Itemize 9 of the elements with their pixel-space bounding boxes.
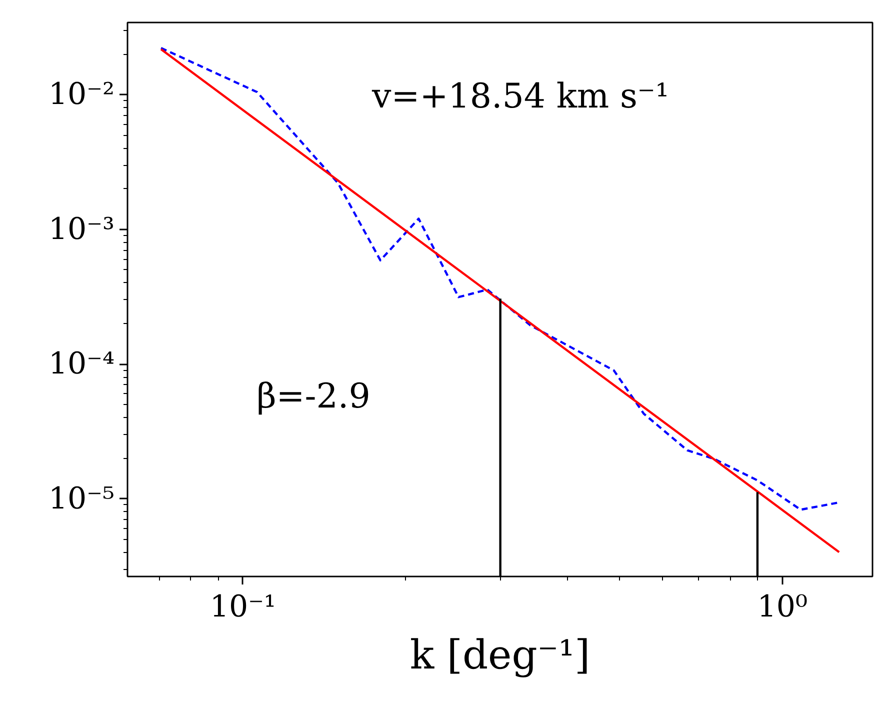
y-tick-label: 10⁻⁵ [48, 481, 115, 516]
y-tick-label: 10⁻³ [48, 212, 115, 247]
annotation: β=-2.9 [256, 376, 370, 416]
x-axis-title: k [deg⁻¹] [410, 632, 590, 678]
y-tick-label: 10⁻⁴ [48, 346, 115, 382]
annotation: v=+18.54 km s⁻¹ [371, 76, 670, 116]
x-tick-label: 10⁰ [757, 590, 808, 624]
x-tick-label: 10⁻¹ [210, 590, 276, 624]
y-tick-label: 10⁻² [48, 77, 115, 112]
